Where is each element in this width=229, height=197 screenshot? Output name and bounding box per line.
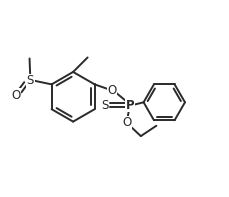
Text: O: O (11, 89, 20, 102)
Text: O: O (123, 116, 132, 129)
Text: O: O (107, 84, 117, 97)
Text: S: S (101, 98, 109, 112)
Text: S: S (27, 74, 34, 87)
Text: P: P (125, 98, 134, 112)
